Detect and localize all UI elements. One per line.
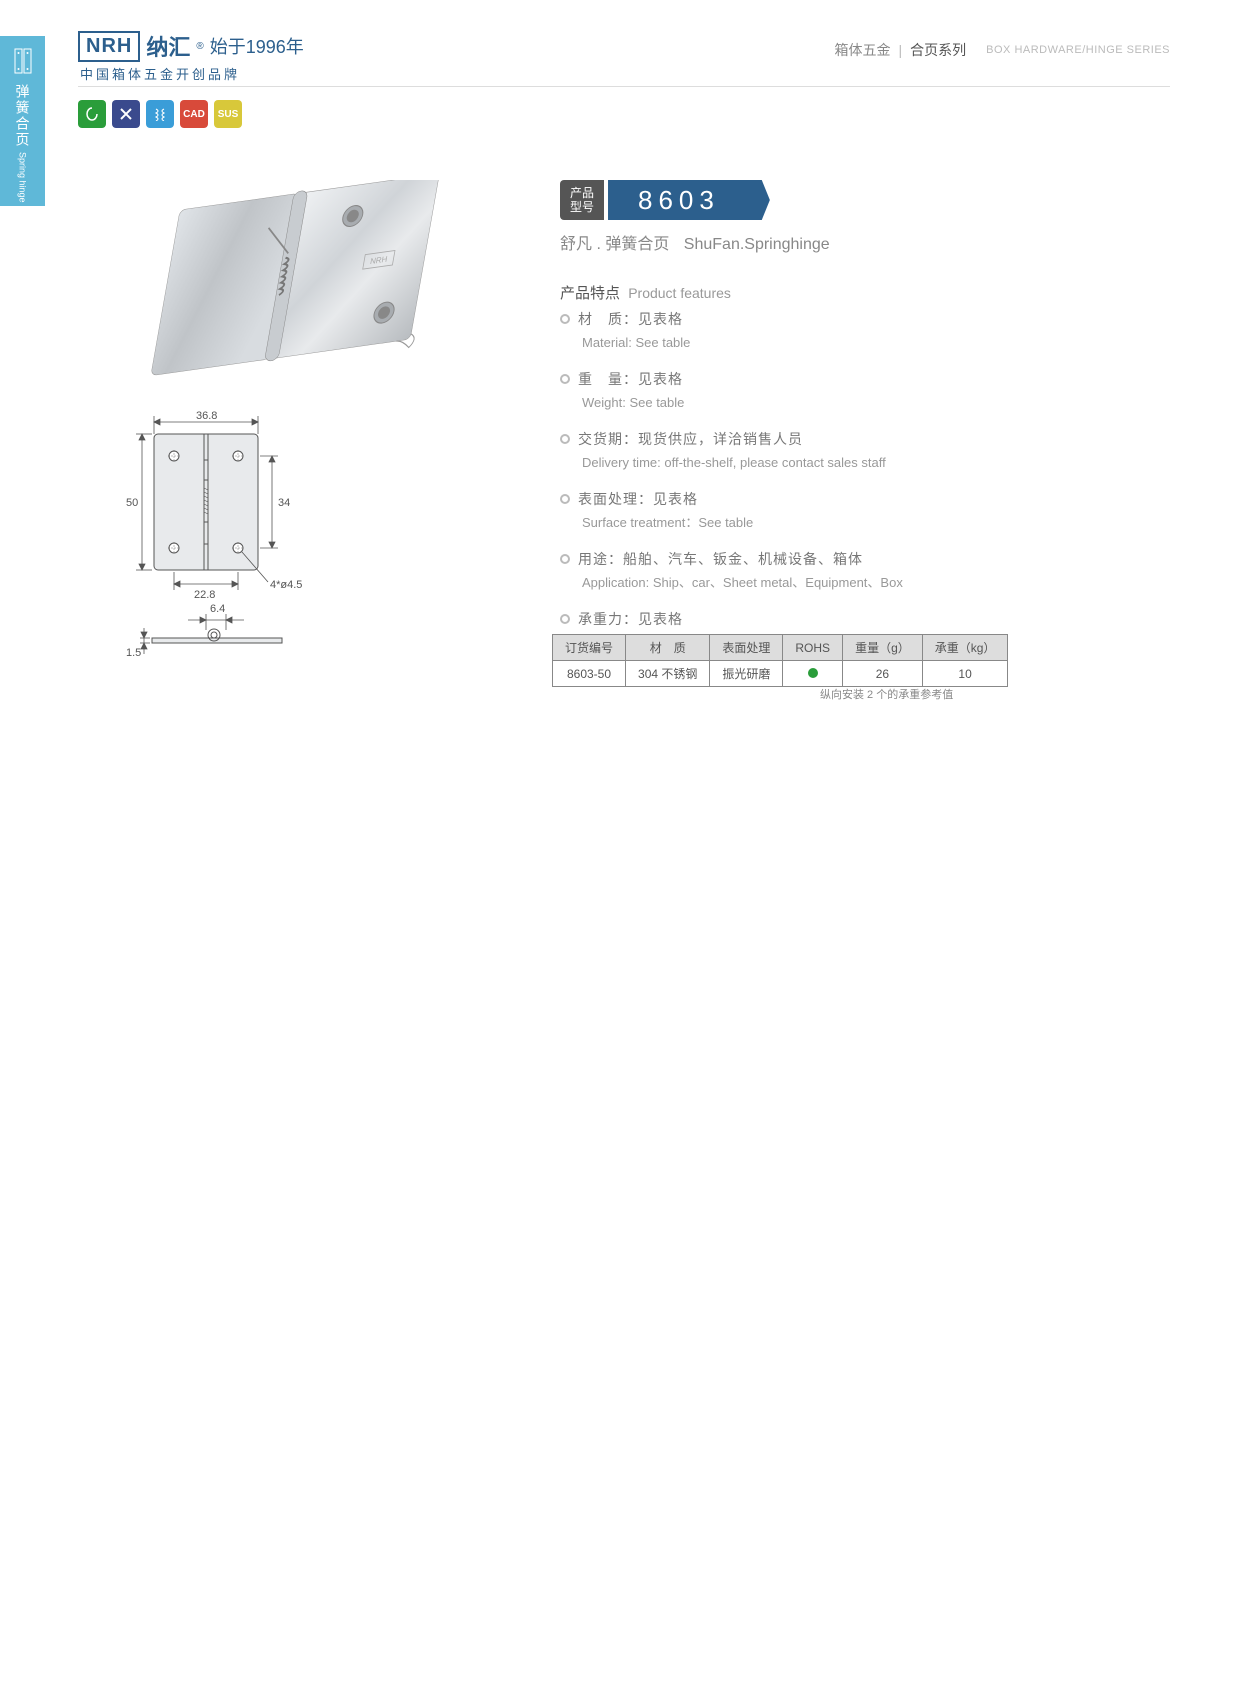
dim-height: 50	[126, 497, 138, 509]
header-divider-line	[78, 86, 1170, 87]
logo-cn: 纳汇	[146, 30, 190, 62]
feature-item: 用途：船舶、汽车、钣金、机械设备、箱体 Application: Ship、ca…	[560, 548, 1160, 594]
dim-width: 36.8	[196, 410, 217, 422]
features-list: 材 质：见表格 Material: See table 重 量：见表格 Weig…	[560, 308, 1160, 668]
logo-mark: NRH	[78, 31, 140, 62]
header-cat-1: 箱体五金	[835, 40, 891, 60]
logo-reg: ®	[196, 41, 203, 52]
brand-logo: NRH 纳汇 ® 始于1996年 中国箱体五金开创品牌	[78, 30, 304, 83]
td-weight: 26	[843, 661, 923, 687]
feature-item: 交货期：现货供应，详洽销售人员 Delivery time: off-the-s…	[560, 428, 1160, 474]
th-material: 材 质	[626, 635, 710, 661]
page-header: NRH 纳汇 ® 始于1996年 中国箱体五金开创品牌 箱体五金 | 合页系列 …	[78, 30, 1170, 83]
badge-eco-icon	[78, 100, 106, 128]
badge-sus-icon: SUS	[214, 100, 242, 128]
th-rohs: ROHS	[783, 635, 843, 661]
side-category-tab[interactable]: 弹簧合页 Spring hinge	[0, 36, 45, 206]
dim-holes: 4*ø4.5	[270, 579, 302, 591]
rohs-dot-icon	[808, 668, 818, 678]
th-capacity: 承重（kg）	[922, 635, 1008, 661]
dim-inner-w: 22.8	[194, 589, 215, 601]
feature-item: 材 质：见表格 Material: See table	[560, 308, 1160, 354]
logo-year: 始于1996年	[210, 33, 304, 59]
logo-subtitle: 中国箱体五金开创品牌	[80, 64, 304, 83]
badge-cad-icon: CAD	[180, 100, 208, 128]
model-label: 产品 型号	[560, 180, 604, 220]
model-number: 8603	[608, 180, 770, 220]
table-row: 8603-50 304 不锈钢 振光研磨 26 10	[553, 661, 1008, 687]
feature-item: 重 量：见表格 Weight: See table	[560, 368, 1160, 414]
side-tab-label-cn: 弹簧合页	[13, 84, 33, 148]
dim-thick: 6.4	[210, 603, 225, 615]
header-category: 箱体五金 | 合页系列 BOX HARDWARE/HINGE SERIES	[835, 40, 1170, 60]
features-heading: 产品特点 Product features	[560, 282, 731, 303]
badge-spring-icon	[146, 100, 174, 128]
side-tab-label-en: Spring hinge	[18, 152, 28, 203]
badge-cross-icon	[112, 100, 140, 128]
dim-inner-h: 34	[278, 497, 290, 509]
td-material: 304 不锈钢	[626, 661, 710, 687]
product-rendering: NRH	[120, 180, 500, 410]
header-divider: |	[899, 42, 903, 58]
th-code: 订货编号	[553, 635, 626, 661]
table-header-row: 订货编号 材 质 表面处理 ROHS 重量（g） 承重（kg）	[553, 635, 1008, 661]
dim-t: 1.5	[126, 647, 141, 659]
th-surface: 表面处理	[710, 635, 783, 661]
product-name: 舒凡 . 弹簧合页 ShuFan.Springhinge	[560, 230, 830, 254]
td-rohs	[783, 661, 843, 687]
header-cat-2: 合页系列	[910, 40, 966, 60]
header-cat-en: BOX HARDWARE/HINGE SERIES	[986, 44, 1170, 56]
feature-badges: CAD SUS	[78, 100, 242, 128]
table-footnote: 纵向安装 2 个的承重参考值	[820, 686, 953, 702]
td-surface: 振光研磨	[710, 661, 783, 687]
td-capacity: 10	[922, 661, 1008, 687]
td-code: 8603-50	[553, 661, 626, 687]
th-weight: 重量（g）	[843, 635, 923, 661]
hinge-icon	[12, 46, 34, 76]
feature-item: 表面处理：见表格 Surface treatment：See table	[560, 488, 1160, 534]
product-model-badge: 产品 型号 8603	[560, 180, 770, 220]
technical-drawing: 36.8	[108, 410, 388, 690]
spec-table: 订货编号 材 质 表面处理 ROHS 重量（g） 承重（kg） 8603-50 …	[552, 634, 1008, 687]
